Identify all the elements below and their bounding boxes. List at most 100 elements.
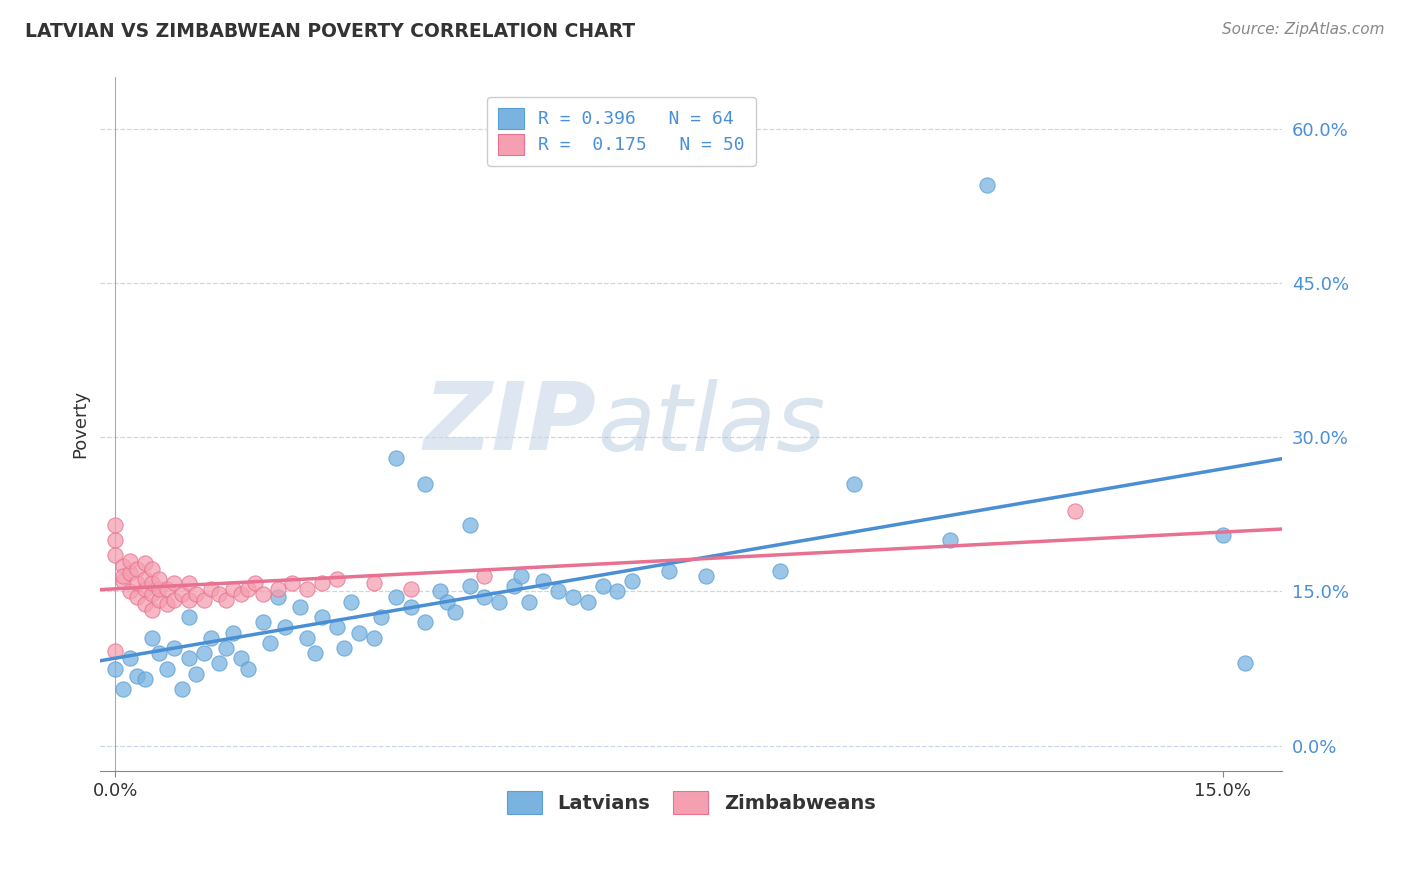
Point [222, 625, 245, 640]
Point [333, 640, 356, 655]
Point [347, 625, 370, 640]
Point [695, 569, 717, 583]
Point [177, 610, 200, 624]
Point [163, 592, 186, 607]
Point [363, 631, 385, 645]
Point [127, 590, 149, 604]
Point [170, 682, 193, 697]
Point [769, 564, 792, 578]
Point [134, 556, 156, 570]
Point [127, 562, 149, 576]
Point [266, 590, 288, 604]
Point [443, 605, 465, 619]
Point [429, 584, 451, 599]
Point [399, 582, 422, 597]
Point [1234, 657, 1257, 671]
Point [295, 631, 318, 645]
Point [104, 662, 127, 676]
Point [252, 586, 274, 600]
Legend: Latvians, Zimbabweans: Latvians, Zimbabweans [496, 781, 886, 824]
Point [384, 590, 406, 604]
Point [229, 586, 252, 600]
Point [325, 620, 347, 634]
Point [413, 476, 436, 491]
Text: LATVIAN VS ZIMBABWEAN POVERTY CORRELATION CHART: LATVIAN VS ZIMBABWEAN POVERTY CORRELATIO… [25, 22, 636, 41]
Point [236, 582, 259, 597]
Point [547, 584, 569, 599]
Point [134, 672, 156, 686]
Point [304, 646, 326, 660]
Point [118, 566, 141, 580]
Point [104, 533, 127, 547]
Point [193, 592, 215, 607]
Point [488, 595, 510, 609]
Point [606, 584, 628, 599]
Point [127, 576, 149, 591]
Point [621, 574, 644, 589]
Point [134, 582, 156, 597]
Point [156, 582, 179, 597]
Point [177, 576, 200, 591]
Point [111, 574, 134, 589]
Point [134, 572, 156, 586]
Point [148, 582, 170, 597]
Point [510, 569, 533, 583]
Point [156, 662, 179, 676]
Point [200, 582, 222, 597]
Point [1212, 528, 1234, 542]
Point [236, 662, 259, 676]
Point [592, 579, 614, 593]
Point [938, 533, 960, 547]
Point [215, 592, 238, 607]
Point [222, 582, 245, 597]
Point [170, 586, 193, 600]
Point [141, 586, 163, 600]
Point [163, 640, 186, 655]
Point [177, 592, 200, 607]
Point [436, 595, 458, 609]
Point [127, 669, 149, 683]
Point [281, 576, 304, 591]
Point [295, 582, 318, 597]
Point [842, 476, 865, 491]
Point [141, 576, 163, 591]
Point [111, 569, 134, 583]
Point [533, 574, 555, 589]
Point [245, 576, 267, 591]
Point [148, 572, 170, 586]
Point [141, 603, 163, 617]
Text: ZIP: ZIP [423, 378, 596, 470]
Point [148, 592, 170, 607]
Point [976, 178, 998, 193]
Point [363, 576, 385, 591]
Point [111, 682, 134, 697]
Point [413, 615, 436, 630]
Point [562, 590, 585, 604]
Point [104, 644, 127, 658]
Point [118, 554, 141, 568]
Point [517, 595, 540, 609]
Point [340, 595, 363, 609]
Point [156, 597, 179, 611]
Point [658, 564, 681, 578]
Point [141, 631, 163, 645]
Y-axis label: Poverty: Poverty [72, 391, 89, 458]
Point [259, 636, 281, 650]
Point [274, 620, 297, 634]
Point [207, 657, 229, 671]
Point [163, 576, 186, 591]
Point [384, 450, 406, 465]
Point [207, 586, 229, 600]
Point [474, 590, 496, 604]
Point [576, 595, 599, 609]
Point [229, 651, 252, 665]
Point [118, 651, 141, 665]
Point [118, 584, 141, 599]
Text: Source: ZipAtlas.com: Source: ZipAtlas.com [1222, 22, 1385, 37]
Point [458, 579, 481, 593]
Point [311, 576, 333, 591]
Point [134, 597, 156, 611]
Point [141, 562, 163, 576]
Point [177, 651, 200, 665]
Point [266, 582, 288, 597]
